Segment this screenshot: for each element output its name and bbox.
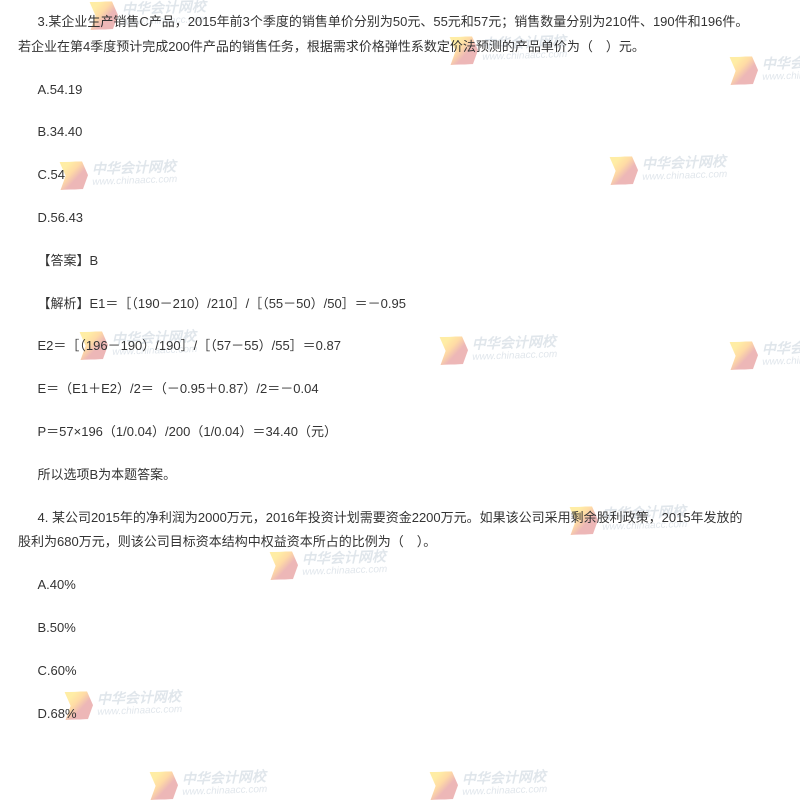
watermark: 中华会计网校www.chinaacc.com [150,768,268,800]
watermark-text: 中华会计网校www.chinaacc.com [462,769,548,798]
q3-answer: 【答案】B [18,251,782,272]
watermark-en: www.chinaacc.com [462,784,547,798]
watermark: 中华会计网校www.chinaacc.com [430,768,548,800]
q3-option-d: D.56.43 [18,208,782,229]
watermark-en: www.chinaacc.com [182,784,267,798]
watermark-text: 中华会计网校www.chinaacc.com [182,769,268,798]
q3-stem-line1: 3.某企业生产销售C产品，2015年前3个季度的销售单价分别为50元、55元和5… [18,12,782,33]
q3-explain-line4: P＝57×196（1/0.04）/200（1/0.04）＝34.40（元） [18,422,782,443]
q4-option-c: C.60% [18,661,782,682]
q3-option-c: C.54 [18,165,782,186]
q3-option-b: B.34.40 [18,122,782,143]
q4-stem-line1: 4. 某公司2015年的净利润为2000万元，2016年投资计划需要资金2200… [18,508,782,529]
q4-stem-line2: 股利为680万元，则该公司目标资本结构中权益资本所占的比例为（ ）。 [18,532,782,553]
watermark-cn: 中华会计网校 [462,769,548,787]
watermark-logo-icon [430,771,459,800]
watermark-cn: 中华会计网校 [182,769,268,787]
q3-explain-line2: E2＝［（196－190）/190］/［（57－55）/55］＝0.87 [18,336,782,357]
q3-explain-line3: E＝（E1＋E2）/2＝（－0.95＋0.87）/2＝－0.04 [18,379,782,400]
q3-explain-conclusion: 所以选项B为本题答案。 [18,465,782,486]
q4-option-d: D.68% [18,704,782,725]
q4-option-b: B.50% [18,618,782,639]
watermark-logo-icon [150,771,179,800]
q3-option-a: A.54.19 [18,80,782,101]
q4-option-a: A.40% [18,575,782,596]
q3-explain-line1: 【解析】E1＝［（190－210）/210］/［（55－50）/50］＝－0.9… [18,294,782,315]
q3-stem-line2: 若企业在第4季度预计完成200件产品的销售任务，根据需求价格弹性系数定价法预测的… [18,37,782,58]
